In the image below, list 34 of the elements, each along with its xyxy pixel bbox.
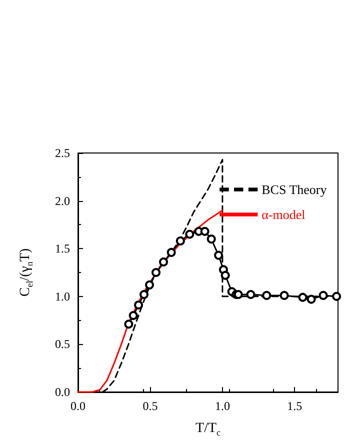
point <box>262 290 272 300</box>
point <box>176 236 185 246</box>
point <box>145 280 154 290</box>
point <box>128 311 138 320</box>
point <box>280 290 289 300</box>
point <box>318 290 328 300</box>
legend-label: α-model <box>262 207 306 222</box>
point <box>140 290 149 299</box>
y-tick-label: 2.5 <box>55 146 70 160</box>
y-axis-title: Cel/(γnT) <box>18 248 34 297</box>
point <box>166 248 176 257</box>
y-tick-label: 2.0 <box>55 194 70 208</box>
point <box>246 290 256 299</box>
y-tick-label: 0.5 <box>55 337 70 352</box>
point <box>124 320 134 329</box>
x-tick-label: 1.5 <box>287 399 302 413</box>
x-tick-label: 1.0 <box>214 399 230 413</box>
legend-label: BCS Theory <box>262 182 328 197</box>
point <box>200 226 210 236</box>
point <box>298 292 308 302</box>
y-tick-label: 1.0 <box>55 289 70 304</box>
x-tick-label: 0.0 <box>70 399 86 413</box>
point <box>159 257 168 266</box>
x-tick-label: 0.5 <box>142 399 158 413</box>
point <box>214 250 224 260</box>
point <box>185 230 194 239</box>
point <box>134 300 144 310</box>
point <box>306 294 316 304</box>
point <box>152 268 160 277</box>
y-tick-label: 0.0 <box>55 385 70 399</box>
point <box>332 292 342 301</box>
point <box>206 234 216 244</box>
y-tick-label: 1.5 <box>55 242 70 256</box>
point <box>220 270 230 280</box>
